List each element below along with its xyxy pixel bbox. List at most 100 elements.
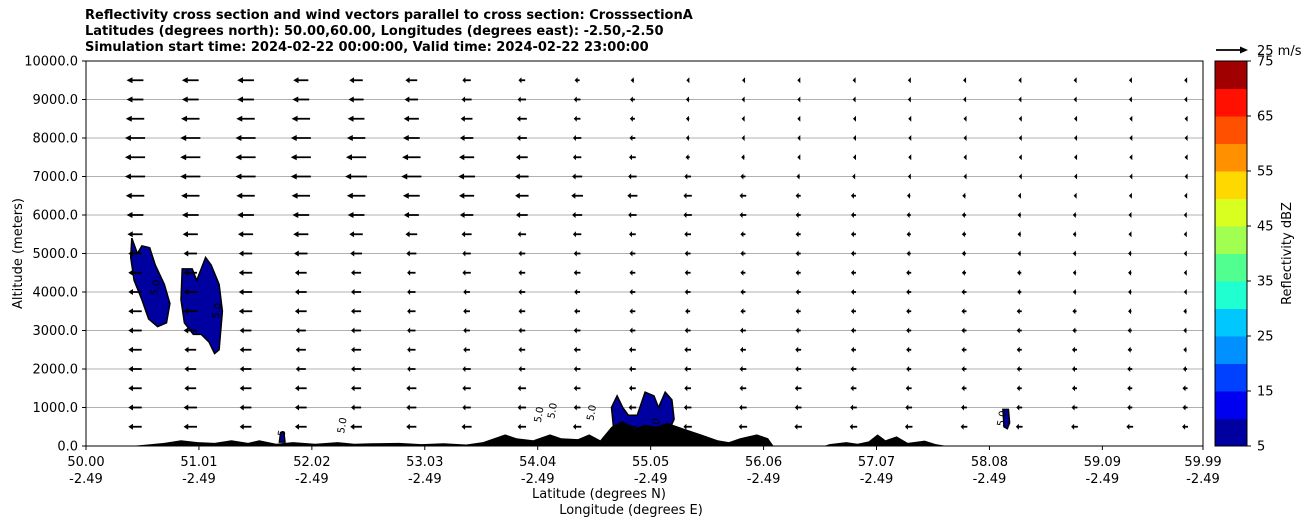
wind-vector-head (237, 231, 244, 238)
wind-vector-head (346, 192, 353, 199)
colorbar-band (1215, 198, 1247, 227)
wind-vector-head (294, 289, 300, 295)
wind-vector-head (795, 192, 799, 199)
wind-vector-head (518, 250, 522, 257)
wind-vector-head (739, 385, 743, 392)
x-tick-label-lat: 56.06 (745, 455, 782, 470)
wind-vector-head (459, 192, 465, 199)
wind-vector-head (907, 173, 911, 180)
colorbar-tick-label: 75 (1257, 55, 1274, 70)
colorbar-frame (1214, 60, 1248, 447)
wind-vector-head (1072, 250, 1076, 257)
wind-vector-head (459, 135, 465, 141)
wind-vector-head (238, 289, 244, 295)
wind-vector-head (684, 346, 688, 353)
wind-vector-head (1071, 385, 1075, 392)
wind-vector-head (740, 269, 744, 276)
wind-vector-head (1016, 308, 1020, 315)
wind-vector-head (1072, 289, 1076, 295)
wind-vector-head (685, 96, 689, 103)
wind-vector-head (850, 269, 854, 276)
wind-vector-head (124, 135, 131, 141)
contour-label: 5.0 (546, 402, 560, 420)
wind-vector-head (908, 154, 912, 161)
y-tick-label: 3000.0 (33, 324, 79, 339)
wind-vector-head (797, 135, 801, 141)
wind-vector-head (797, 154, 801, 161)
colorbar-band (1215, 143, 1247, 172)
wind-vector-head (795, 346, 799, 353)
wind-vector-head (184, 366, 189, 372)
wind-vector-head (463, 308, 467, 315)
wind-vector-head (462, 385, 466, 392)
wind-vector-head (1071, 366, 1075, 372)
colorbar-tick-label: 25 (1257, 330, 1274, 345)
wind-vector-head (517, 385, 521, 392)
wind-vector-head (516, 115, 521, 122)
colorbar-tick-label: 55 (1257, 165, 1274, 180)
wind-vector-head (291, 115, 298, 122)
wind-vector-head (239, 327, 244, 334)
wind-vector-head (407, 327, 411, 334)
reflectivity-cell (129, 237, 171, 328)
wind-vector-head (406, 423, 410, 430)
wind-vector-head (741, 96, 745, 103)
wind-vector-head (740, 289, 744, 295)
wind-vector-head (684, 289, 688, 295)
wind-vector-head (294, 308, 300, 315)
wind-vector-head (351, 404, 355, 411)
wind-vector-head (1018, 173, 1022, 180)
wind-vector-head (294, 404, 300, 411)
wind-vector-head (402, 154, 409, 161)
wind-vector-head (795, 308, 799, 315)
wind-vector-head (684, 366, 688, 372)
wind-vector-head (1184, 115, 1188, 122)
x-tick-label-lon: -2.49 (69, 472, 103, 487)
wind-vector-head (294, 269, 300, 276)
colorbar-band (1215, 336, 1247, 364)
wind-vector-head (573, 404, 577, 411)
wind-vector-head (904, 423, 908, 430)
wind-vector-head (458, 173, 465, 180)
colorbar-band (1215, 281, 1247, 309)
wind-vector-head (237, 77, 244, 84)
wind-vector-head (963, 77, 967, 84)
wind-vector-head (515, 212, 521, 218)
x-axis-label-latitude: Latitude (degrees N) (532, 487, 666, 502)
wind-vector-head (1128, 192, 1132, 199)
wind-vector-head (795, 366, 799, 372)
wind-vector-head (797, 115, 801, 122)
wind-vector-head (629, 135, 633, 141)
wind-vector-head (629, 115, 633, 122)
wind-vector-head (629, 289, 633, 295)
wind-vector-head (742, 77, 746, 84)
wind-vector-head (518, 308, 522, 315)
wind-vector-head (517, 231, 521, 238)
y-tick-label: 7000.0 (33, 170, 79, 185)
x-tick-label-lat: 57.07 (858, 455, 895, 470)
wind-vector-head (906, 327, 910, 334)
wind-vector-head (235, 154, 242, 161)
wind-vector-head (961, 366, 965, 372)
x-tick-label-lat: 59.09 (1084, 455, 1121, 470)
wind-vector-head (1184, 154, 1188, 161)
reflectivity-cell (1002, 408, 1011, 430)
wind-vector-head (961, 289, 965, 295)
colorbar-label: Reflectivity dBZ (1280, 202, 1295, 305)
wind-vector-head (181, 77, 188, 84)
wind-vector-head (574, 289, 578, 295)
wind-vector-head (1129, 154, 1133, 161)
wind-vector-head (1183, 269, 1187, 276)
wind-vector-head (907, 96, 911, 103)
wind-vector-head (628, 212, 632, 218)
wind-vector-head (684, 269, 688, 276)
wind-vector-head (1128, 289, 1132, 295)
y-tick-label: 2000.0 (33, 363, 79, 378)
wind-vector-head (850, 308, 854, 315)
wind-vector-head (1182, 404, 1186, 411)
wind-vector-head (963, 173, 967, 180)
contour-label: 5.0 (996, 410, 1010, 428)
wind-vector-head (685, 135, 689, 141)
wind-vector-head (183, 327, 189, 334)
